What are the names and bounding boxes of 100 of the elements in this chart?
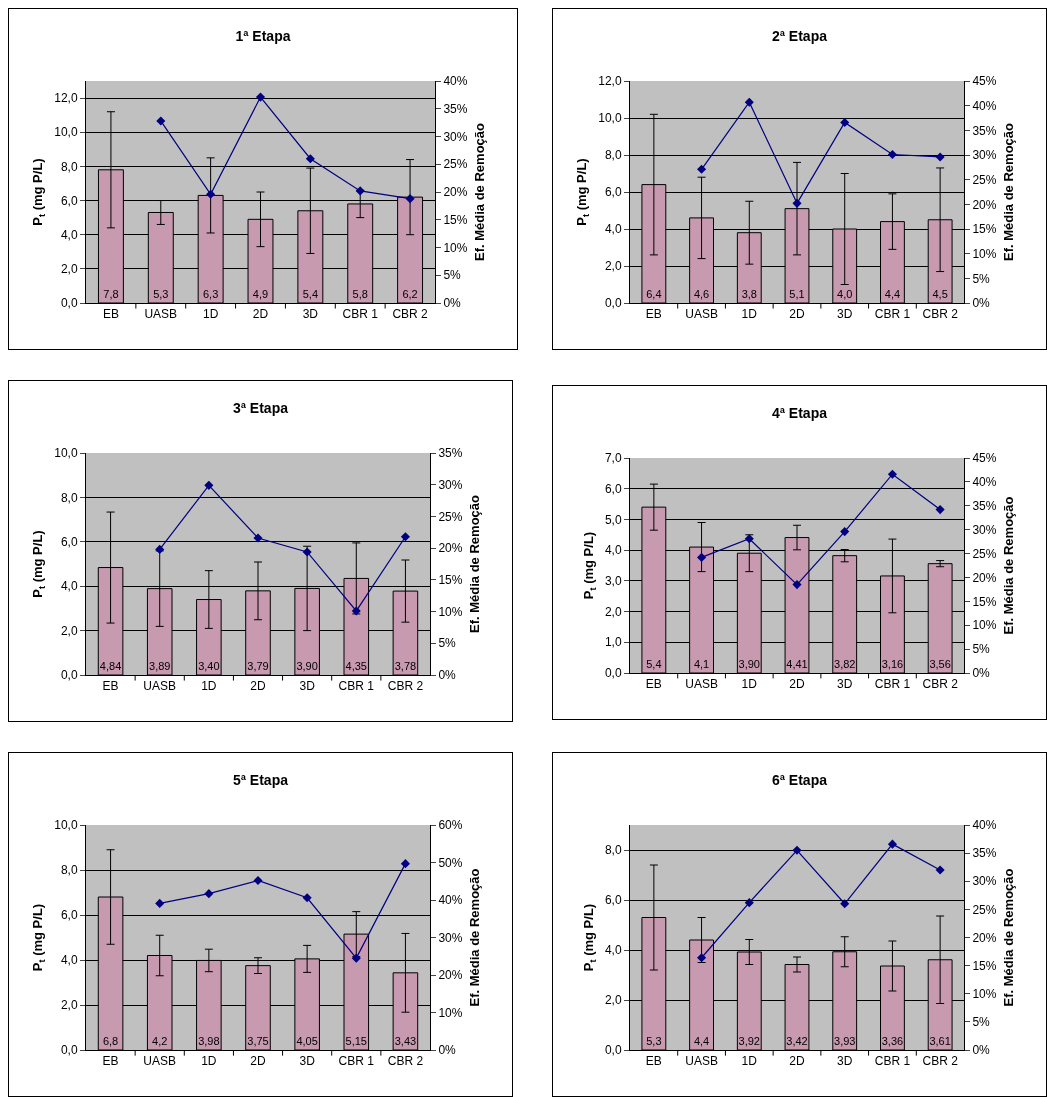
data-label: 4,4 (693, 1035, 710, 1047)
x-tick-label: 1D (741, 677, 758, 692)
x-tick-label: CBR 1 (338, 1054, 375, 1069)
x-tick-label: 3D (299, 1054, 316, 1069)
y-tick-label: 10,0 (54, 125, 78, 140)
point (840, 117, 850, 127)
point (355, 186, 365, 196)
y2-tick-label: 0% (972, 296, 991, 311)
y-tick-label: 6,0 (604, 893, 622, 908)
y2-tick-label: 15% (972, 222, 997, 237)
y-tick-label: 2,0 (60, 623, 78, 638)
y-tick-label: 6,0 (60, 193, 78, 208)
y2-tick-label: 20% (972, 197, 997, 212)
x-tick-label: CBR 2 (922, 307, 959, 322)
point (697, 953, 707, 963)
x-tick-label: 1D (201, 1054, 217, 1069)
point (887, 469, 897, 479)
data-label: 3,61 (929, 1035, 951, 1047)
data-label: 3,43 (394, 1035, 417, 1047)
x-tick-label: UASB (685, 1054, 718, 1069)
point (744, 898, 754, 908)
x-tick-label: UASB (143, 679, 177, 694)
y2-axis-title: Ef. Média de Remoção (472, 122, 488, 261)
x-tick-label: 1D (201, 679, 217, 694)
y-tick-label: 1,0 (604, 635, 622, 650)
x-tick-label: 3D (302, 307, 319, 322)
y-tick-label: 4,0 (604, 543, 622, 558)
y2-tick-label: 40% (972, 475, 997, 490)
y2-tick-label: 25% (972, 546, 997, 561)
data-label: 3,8 (741, 288, 757, 300)
y-tick-label: 8,0 (604, 843, 622, 858)
point (253, 533, 263, 543)
y2-tick-label: 10% (972, 986, 997, 1001)
point (697, 164, 707, 174)
point (400, 859, 410, 869)
y2-axis-title: Ef. Média de Remoção (467, 494, 483, 633)
y-tick-label: 0,0 (60, 668, 78, 683)
x-tick-label: CBR 2 (387, 679, 424, 694)
y-tick-label: 0,0 (60, 296, 78, 311)
data-label: 6,4 (646, 288, 662, 300)
point (887, 149, 897, 160)
y2-tick-label: 40% (972, 98, 997, 113)
data-label: 4,0 (837, 288, 853, 300)
data-label: 5,4 (646, 658, 662, 670)
y2-tick-label: 5% (972, 642, 991, 657)
data-label: 4,4 (884, 288, 901, 300)
data-label: 5,3 (646, 1035, 662, 1047)
x-tick-label: EB (645, 1054, 662, 1069)
data-label: 3,90 (738, 658, 760, 670)
y2-tick-label: 45% (972, 74, 997, 89)
chart-title: 5ª Etapa (233, 771, 289, 788)
x-tick-label: CBR 1 (338, 679, 375, 694)
point (792, 580, 802, 590)
chart-title: 4ª Etapa (772, 404, 828, 421)
data-label: 4,9 (252, 288, 269, 300)
data-label: 3,78 (394, 660, 417, 672)
y2-tick-label: 45% (972, 451, 997, 466)
y-tick-label: 6,0 (60, 535, 78, 549)
data-label: 4,84 (99, 660, 122, 672)
y2-tick-label: 30% (972, 148, 997, 163)
data-label: 4,35 (345, 660, 367, 672)
x-tick-label: CBR 1 (342, 307, 379, 322)
x-tick-label: 3D (837, 677, 853, 692)
y2-tick-label: 15% (438, 573, 463, 588)
point (253, 875, 263, 886)
y2-tick-label: 30% (443, 129, 468, 144)
y-tick-label: 8,0 (60, 490, 78, 505)
y2-tick-label: 60% (438, 818, 463, 833)
y-tick-label: 5,0 (604, 512, 622, 527)
x-tick-label: 1D (202, 307, 219, 322)
x-tick-label: CBR 1 (874, 677, 911, 692)
data-label: 3,42 (786, 1035, 808, 1047)
x-tick-label: 2D (250, 1054, 266, 1069)
x-tick-label: UASB (685, 307, 718, 322)
point (744, 534, 754, 544)
x-tick-label: EB (102, 679, 119, 694)
y-tick-label: 12,0 (598, 74, 622, 89)
x-tick-label: EB (102, 1054, 119, 1069)
y-tick-label: 0,0 (604, 666, 622, 681)
x-tick-label: EB (102, 307, 119, 322)
y2-tick-label: 40% (972, 818, 997, 833)
y2-tick-label: 20% (443, 185, 468, 200)
chart-title: 2ª Etapa (772, 27, 828, 44)
y2-tick-label: 30% (972, 522, 997, 537)
data-label: 3,75 (247, 1035, 269, 1047)
data-label: 7,8 (103, 288, 119, 300)
point (840, 527, 850, 537)
y-tick-label: 6,0 (604, 185, 622, 200)
x-tick-label: CBR 2 (922, 677, 959, 692)
data-label: 4,2 (152, 1035, 168, 1047)
y2-tick-label: 0% (972, 1043, 991, 1058)
data-label: 3,56 (929, 658, 951, 670)
y2-tick-label: 20% (438, 541, 463, 556)
y2-tick-label: 25% (443, 157, 468, 172)
y-tick-label: 3,0 (604, 574, 622, 589)
data-label: 3,93 (834, 1035, 856, 1047)
y2-tick-label: 20% (972, 930, 997, 945)
point (206, 189, 216, 199)
y2-tick-label: 0% (438, 668, 457, 683)
x-tick-label: EB (645, 677, 662, 692)
